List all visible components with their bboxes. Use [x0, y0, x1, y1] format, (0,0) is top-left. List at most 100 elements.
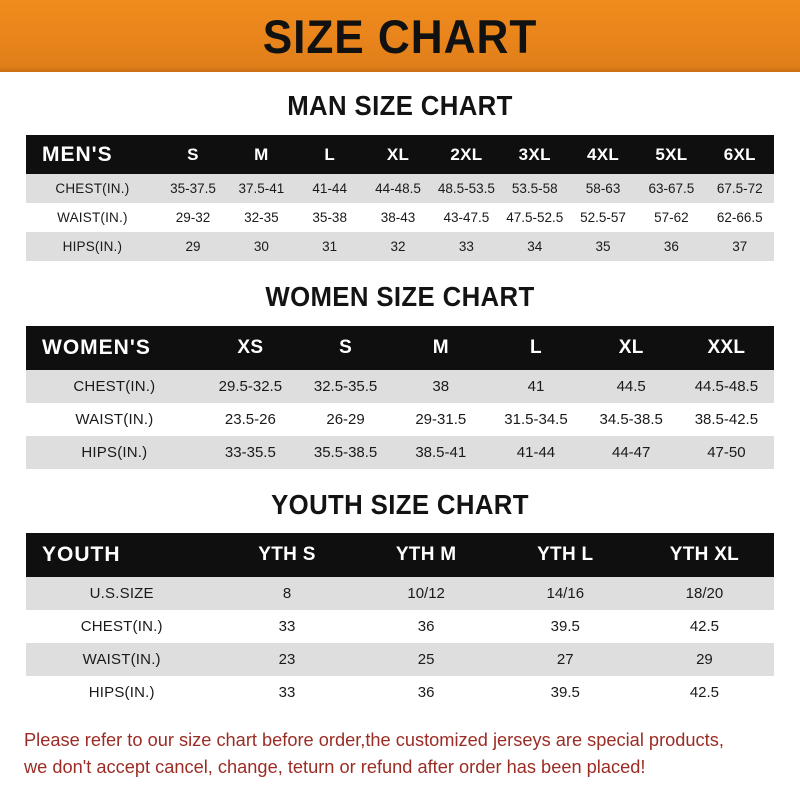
table-row: WAIST(IN.) 29-32 32-35 35-38 38-43 43-47.5 47.… — [26, 203, 774, 232]
men-column-header-6: 4XL — [568, 135, 638, 174]
men-cell-0-6: 58-63 — [568, 174, 638, 203]
youth-cell-1-3: 42.5 — [634, 610, 774, 643]
women-column-header-2: M — [393, 326, 489, 370]
women-table-body: WOMEN'S XS S M L XL XXL CHEST(IN.) 29.5-32.5 32.5… — [26, 326, 774, 469]
youth-cell-2-0: 23 — [217, 643, 357, 676]
men-column-header-5: 3XL — [500, 135, 569, 174]
women-cell-2-2: 38.5-41 — [393, 436, 489, 469]
table-row: WAIST(IN.) 23 25 27 29 — [26, 643, 774, 676]
youth-cell-1-2: 39.5 — [495, 610, 635, 643]
women-column-header-5: XXL — [678, 326, 774, 370]
women-cell-2-0: 33-35.5 — [202, 436, 298, 469]
table-row: WAIST(IN.) 23.5-26 26-29 29-31.5 31.5-34.5 34… — [26, 403, 774, 436]
women-cell-0-3: 41 — [488, 370, 584, 403]
men-row-label-1: WAIST(IN.) — [26, 203, 159, 232]
women-cell-0-4: 44.5 — [583, 370, 679, 403]
youth-row-label-header: YOUTH — [26, 533, 218, 577]
men-cell-2-1: 30 — [227, 232, 296, 261]
men-cell-2-2: 31 — [295, 232, 364, 261]
men-column-header-1: M — [227, 135, 296, 174]
youth-cell-2-3: 29 — [634, 643, 774, 676]
men-cell-0-1: 37.5-41 — [227, 174, 296, 203]
women-cell-1-1: 26-29 — [297, 403, 394, 436]
women-cell-2-5: 47-50 — [678, 436, 774, 469]
women-cell-1-3: 31.5-34.5 — [488, 403, 584, 436]
men-cell-2-8: 37 — [705, 232, 774, 261]
men-column-header-8: 6XL — [705, 135, 774, 174]
men-cell-2-6: 35 — [568, 232, 638, 261]
youth-table-body: YOUTH YTH S YTH M YTH L YTH XL U.S.SIZE 8 10/12… — [26, 533, 774, 709]
women-row-label-0: CHEST(IN.) — [26, 370, 203, 403]
youth-column-header-0: YTH S — [217, 533, 357, 577]
men-cell-2-0: 29 — [158, 232, 228, 261]
men-cell-2-4: 33 — [432, 232, 501, 261]
youth-section-title: YOUTH SIZE CHART — [271, 489, 529, 520]
men-cell-0-4: 48.5-53.5 — [432, 174, 501, 203]
women-row-label-header: WOMEN'S — [26, 326, 203, 370]
youth-cell-0-2: 14/16 — [495, 577, 635, 610]
men-row-label-2: HIPS(IN.) — [26, 232, 159, 261]
men-cell-1-2: 35-38 — [295, 203, 364, 232]
women-cell-0-2: 38 — [393, 370, 489, 403]
table-row: CHEST(IN.) 35-37.5 37.5-41 41-44 44-48.5 48.5… — [26, 174, 774, 203]
men-size-table: MEN'S S M L XL 2XL 3XL 4XL 5XL 6XL CHEST(IN.) 35-37… — [26, 135, 774, 261]
youth-cell-3-3: 42.5 — [634, 676, 774, 709]
men-section-title: MAN SIZE CHART — [287, 90, 513, 121]
women-cell-2-1: 35.5-38.5 — [297, 436, 394, 469]
table-row: U.S.SIZE 8 10/12 14/16 18/20 — [26, 577, 774, 610]
women-cell-1-0: 23.5-26 — [202, 403, 298, 436]
youth-column-header-2: YTH L — [495, 533, 635, 577]
table-row: CHEST(IN.) 29.5-32.5 32.5-35.5 38 41 44.5 44.5… — [26, 370, 774, 403]
men-column-header-7: 5XL — [637, 135, 706, 174]
youth-row-label-2: WAIST(IN.) — [26, 643, 218, 676]
women-column-header-3: L — [488, 326, 584, 370]
youth-row-label-0: U.S.SIZE — [26, 577, 218, 610]
youth-cell-1-0: 33 — [217, 610, 357, 643]
youth-cell-0-3: 18/20 — [634, 577, 774, 610]
table-row: HIPS(IN.) 29 30 31 32 33 34 35 36 37 — [26, 232, 774, 261]
men-cell-0-2: 41-44 — [295, 174, 364, 203]
men-cell-1-4: 43-47.5 — [432, 203, 501, 232]
youth-column-header-3: YTH XL — [634, 533, 774, 577]
order-policy-notice: Please refer to our size chart before or… — [24, 727, 765, 781]
order-policy-line-1: Please refer to our size chart before or… — [24, 729, 724, 750]
women-column-header-4: XL — [583, 326, 679, 370]
women-row-label-2: HIPS(IN.) — [26, 436, 203, 469]
table-row: HIPS(IN.) 33 36 39.5 42.5 — [26, 676, 774, 709]
women-cell-2-3: 41-44 — [488, 436, 584, 469]
women-cell-0-5: 44.5-48.5 — [678, 370, 774, 403]
youth-header-row: YOUTH YTH S YTH M YTH L YTH XL — [26, 533, 774, 577]
youth-cell-3-1: 36 — [356, 676, 496, 709]
women-size-table-wrap: WOMEN'S XS S M L XL XXL CHEST(IN.) 29.5-32.5 32.5… — [26, 326, 774, 469]
men-cell-1-6: 52.5-57 — [568, 203, 638, 232]
men-cell-1-0: 29-32 — [158, 203, 228, 232]
men-row-label-0: CHEST(IN.) — [26, 174, 159, 203]
banner: SIZE CHART — [0, 0, 800, 72]
men-table-body: MEN'S S M L XL 2XL 3XL 4XL 5XL 6XL CHEST(IN.) 35-37… — [26, 135, 774, 261]
men-header-row: MEN'S S M L XL 2XL 3XL 4XL 5XL 6XL — [26, 135, 774, 174]
women-cell-1-5: 38.5-42.5 — [678, 403, 774, 436]
men-cell-1-1: 32-35 — [227, 203, 296, 232]
men-row-label-header: MEN'S — [26, 135, 159, 174]
youth-cell-0-1: 10/12 — [356, 577, 496, 610]
table-row: HIPS(IN.) 33-35.5 35.5-38.5 38.5-41 41-44 44-… — [26, 436, 774, 469]
men-column-header-2: L — [295, 135, 364, 174]
youth-column-header-1: YTH M — [356, 533, 496, 577]
youth-cell-2-1: 25 — [356, 643, 496, 676]
men-cell-2-3: 32 — [363, 232, 433, 261]
women-column-header-1: S — [297, 326, 394, 370]
women-cell-1-4: 34.5-38.5 — [583, 403, 679, 436]
youth-size-table: YOUTH YTH S YTH M YTH L YTH XL U.S.SIZE 8 10/12… — [26, 533, 774, 709]
youth-cell-1-1: 36 — [356, 610, 496, 643]
table-row: CHEST(IN.) 33 36 39.5 42.5 — [26, 610, 774, 643]
men-cell-0-3: 44-48.5 — [363, 174, 433, 203]
men-size-table-wrap: MEN'S S M L XL 2XL 3XL 4XL 5XL 6XL CHEST(IN.) 35-37… — [26, 135, 774, 261]
men-column-header-4: 2XL — [432, 135, 501, 174]
women-cell-2-4: 44-47 — [583, 436, 679, 469]
youth-cell-2-2: 27 — [495, 643, 635, 676]
women-column-header-0: XS — [202, 326, 298, 370]
women-row-label-1: WAIST(IN.) — [26, 403, 203, 436]
women-cell-0-0: 29.5-32.5 — [202, 370, 298, 403]
men-column-header-3: XL — [363, 135, 433, 174]
